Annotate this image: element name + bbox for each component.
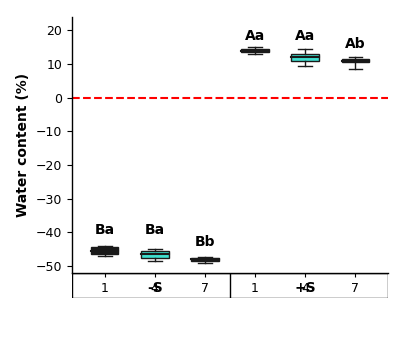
Text: Aa: Aa (245, 29, 265, 43)
FancyBboxPatch shape (91, 247, 118, 254)
FancyBboxPatch shape (241, 49, 269, 52)
FancyBboxPatch shape (191, 258, 219, 261)
Text: Aa: Aa (295, 29, 315, 43)
Text: Ba: Ba (94, 223, 115, 237)
Text: Bb: Bb (195, 235, 215, 248)
FancyBboxPatch shape (292, 54, 319, 61)
FancyBboxPatch shape (342, 59, 369, 62)
Text: Ba: Ba (145, 223, 165, 237)
FancyBboxPatch shape (141, 251, 168, 258)
Text: +S: +S (294, 281, 316, 295)
Text: -S: -S (147, 281, 163, 295)
Text: Ab: Ab (345, 37, 366, 51)
Y-axis label: Water content (%): Water content (%) (16, 73, 30, 217)
